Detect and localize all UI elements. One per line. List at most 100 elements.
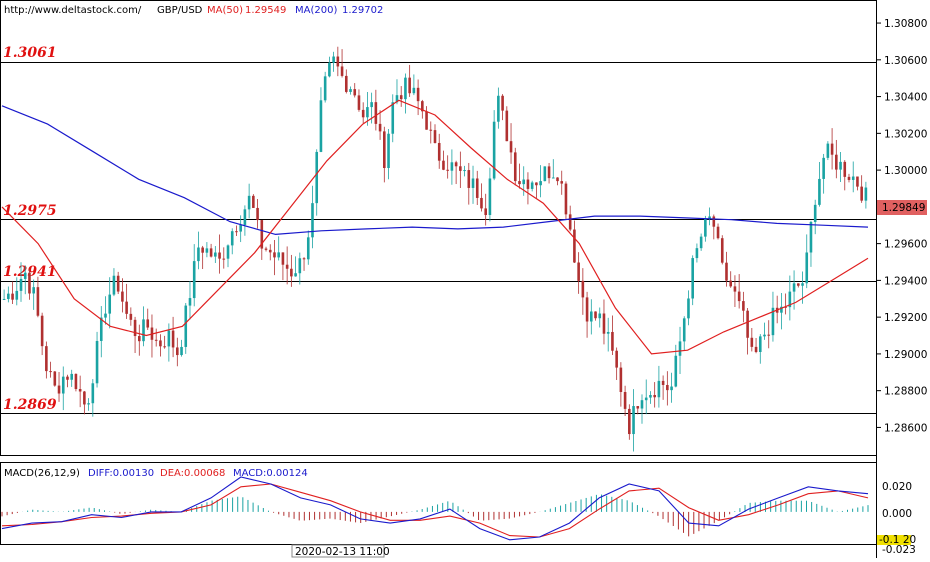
candle[interactable] — [104, 296, 107, 325]
candle[interactable] — [176, 337, 179, 367]
candle[interactable] — [294, 256, 297, 277]
candle[interactable] — [636, 406, 640, 415]
candle[interactable] — [99, 306, 103, 358]
candle[interactable] — [19, 262, 23, 302]
candle[interactable] — [712, 214, 716, 240]
candle[interactable] — [809, 220, 813, 267]
candle[interactable] — [564, 181, 568, 220]
candle[interactable] — [594, 311, 597, 321]
candle[interactable] — [497, 87, 500, 129]
candle[interactable] — [374, 89, 378, 131]
candle[interactable] — [746, 308, 749, 355]
candle[interactable] — [344, 69, 348, 94]
candle[interactable] — [716, 223, 720, 240]
url-label[interactable]: http://www.deltastock.com/ — [4, 5, 142, 16]
candle[interactable] — [670, 372, 673, 403]
candle[interactable] — [188, 281, 192, 320]
candle[interactable] — [150, 314, 154, 358]
candle[interactable] — [133, 316, 137, 353]
candle[interactable] — [378, 110, 382, 140]
candle[interactable] — [302, 257, 306, 271]
candle[interactable] — [425, 106, 428, 130]
candle[interactable] — [281, 252, 285, 281]
candle[interactable] — [11, 281, 14, 304]
candle[interactable] — [180, 339, 183, 357]
candle[interactable] — [856, 176, 859, 191]
candle[interactable] — [737, 274, 741, 309]
candle[interactable] — [184, 302, 188, 354]
candle[interactable] — [268, 244, 272, 261]
candle[interactable] — [433, 124, 437, 144]
candle[interactable] — [484, 193, 487, 226]
candle[interactable] — [505, 106, 509, 142]
candle[interactable] — [830, 128, 834, 170]
candle[interactable] — [725, 251, 728, 287]
candle[interactable] — [501, 94, 504, 121]
candle[interactable] — [851, 161, 855, 193]
candle[interactable] — [649, 391, 652, 404]
candle[interactable] — [763, 322, 766, 340]
candle[interactable] — [509, 123, 513, 164]
candle[interactable] — [45, 341, 48, 379]
candle[interactable] — [243, 205, 247, 236]
candle[interactable] — [818, 162, 821, 207]
candle[interactable] — [218, 234, 221, 274]
candle[interactable] — [277, 236, 280, 261]
candle[interactable] — [108, 277, 112, 329]
candle[interactable] — [49, 361, 52, 378]
candle[interactable] — [323, 71, 327, 103]
candle[interactable] — [235, 225, 238, 237]
candle[interactable] — [733, 275, 737, 308]
candle[interactable] — [306, 230, 310, 265]
candle[interactable] — [581, 268, 585, 315]
candle[interactable] — [463, 165, 466, 177]
candle[interactable] — [535, 182, 538, 199]
candle[interactable] — [112, 268, 116, 297]
candle[interactable] — [573, 220, 576, 264]
candle[interactable] — [577, 252, 580, 294]
candle[interactable] — [539, 165, 542, 198]
candle[interactable] — [526, 172, 530, 205]
candle[interactable] — [653, 382, 656, 408]
candle[interactable] — [159, 334, 162, 357]
candle[interactable] — [796, 283, 800, 288]
candle[interactable] — [860, 175, 863, 203]
candle[interactable] — [475, 170, 479, 206]
candle[interactable] — [125, 283, 128, 319]
candle[interactable] — [467, 162, 471, 205]
candle[interactable] — [805, 234, 809, 289]
candle[interactable] — [239, 215, 242, 243]
candle[interactable] — [226, 244, 230, 268]
candle[interactable] — [70, 369, 74, 387]
candle[interactable] — [813, 199, 817, 235]
candle[interactable] — [142, 306, 145, 347]
candle[interactable] — [742, 291, 745, 323]
candle[interactable] — [657, 365, 661, 408]
candle[interactable] — [454, 160, 458, 185]
candle[interactable] — [36, 276, 40, 318]
candle[interactable] — [222, 247, 226, 269]
candle[interactable] — [61, 366, 65, 411]
candle[interactable] — [163, 335, 166, 349]
candle[interactable] — [687, 290, 690, 326]
candle[interactable] — [704, 215, 707, 242]
candle[interactable] — [273, 240, 276, 276]
candle[interactable] — [682, 316, 686, 351]
candle[interactable] — [471, 165, 475, 204]
candle[interactable] — [361, 102, 365, 124]
candle[interactable] — [383, 126, 386, 183]
candle[interactable] — [260, 220, 264, 260]
candle[interactable] — [606, 317, 610, 352]
candle[interactable] — [404, 73, 407, 114]
candle[interactable] — [311, 185, 314, 249]
candle[interactable] — [615, 347, 618, 380]
candle[interactable] — [137, 324, 141, 356]
candle[interactable] — [632, 389, 635, 452]
candle[interactable] — [699, 233, 703, 251]
candle[interactable] — [666, 371, 669, 406]
candle[interactable] — [513, 147, 517, 186]
candle[interactable] — [691, 255, 694, 306]
candle[interactable] — [628, 404, 631, 440]
candle[interactable] — [349, 86, 352, 95]
candle[interactable] — [864, 181, 868, 209]
